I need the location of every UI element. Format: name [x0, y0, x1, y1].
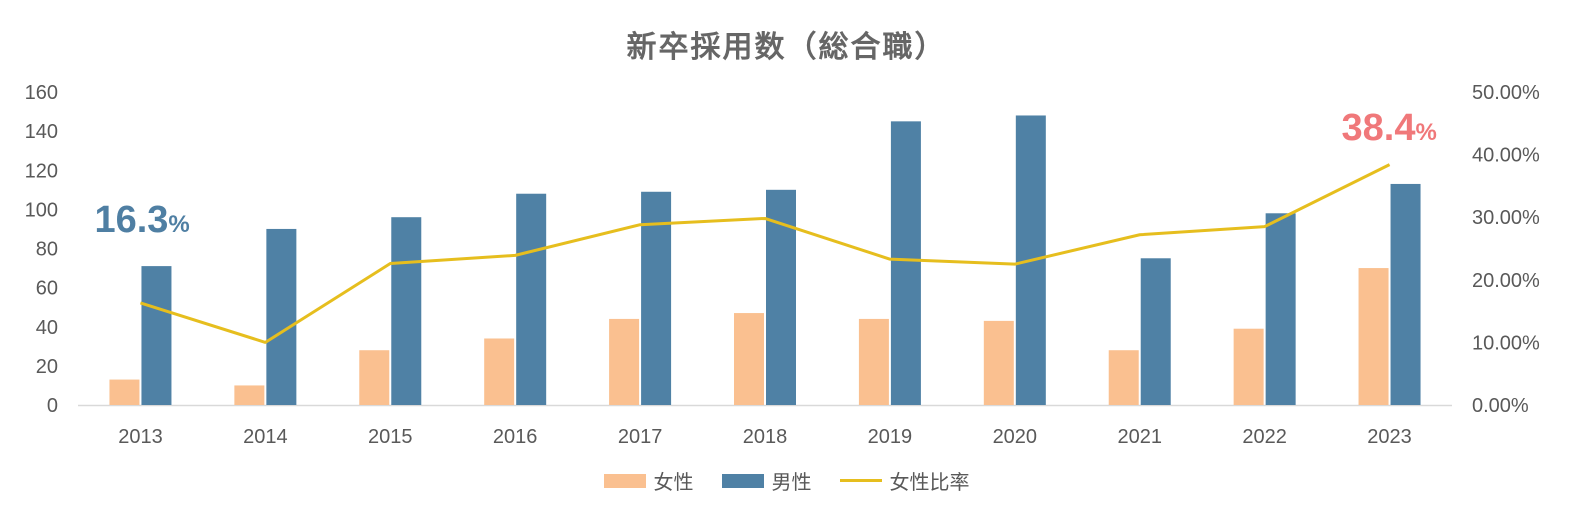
- bar-female-2014: [234, 385, 265, 405]
- bar-female-2022: [1233, 328, 1264, 405]
- y-right-tick-label: 0.00%: [1472, 395, 1529, 417]
- bar-female-2021: [1108, 350, 1139, 405]
- legend-label-male: 男性: [771, 470, 812, 494]
- legend: 女性 男性 女性比率: [0, 466, 1573, 495]
- callout-2013: 16.3%: [94, 199, 189, 242]
- y-right-tick-label: 10.00%: [1472, 332, 1540, 354]
- chart-title: 新卒採用数（総合職）: [626, 30, 947, 65]
- callout-2013-value: 16.3: [94, 198, 169, 241]
- x-tick-label: 2015: [368, 426, 413, 448]
- x-tick-label: 2019: [868, 426, 913, 448]
- y-right-tick-label: 20.00%: [1472, 270, 1540, 292]
- y-right-tick-label: 30.00%: [1472, 207, 1540, 229]
- bar-female-2016: [484, 338, 515, 405]
- x-tick-label: 2023: [1367, 426, 1412, 448]
- y-left-tick-label: 20: [36, 356, 58, 378]
- legend-label-female-ratio: 女性比率: [889, 470, 970, 494]
- callout-2023-unit: %: [1415, 118, 1437, 146]
- line-female-ratio: [140, 163, 1391, 344]
- bar-female-2018: [734, 313, 764, 405]
- bar-male-2015: [391, 217, 422, 405]
- bar-male-2017: [641, 191, 672, 405]
- bar-female-2023: [1358, 268, 1389, 405]
- bar-male-2023: [1390, 183, 1421, 405]
- y-right-tick-label: 40.00%: [1472, 145, 1540, 167]
- bar-female-2019: [858, 318, 889, 405]
- legend-swatch-female: [603, 473, 646, 488]
- bar-male-2016: [516, 193, 547, 405]
- bar-male-2022: [1265, 213, 1296, 405]
- y-left-tick-label: 40: [36, 317, 58, 339]
- x-tick-label: 2017: [618, 426, 663, 448]
- x-tick-label: 2018: [743, 426, 788, 448]
- x-tick-label: 2016: [493, 426, 538, 448]
- legend-item-female-ratio[interactable]: 女性比率: [839, 466, 970, 495]
- bar-male-2013: [141, 266, 172, 405]
- y-left-tick-label: 120: [25, 160, 58, 182]
- bar-female-2020: [983, 320, 1014, 405]
- y-left-tick-label: 80: [36, 239, 58, 261]
- legend-item-female[interactable]: 女性: [603, 466, 694, 495]
- x-tick-label: 2014: [243, 426, 288, 448]
- bar-male-2014: [266, 228, 297, 405]
- y-right-tick-label: 50.00%: [1472, 82, 1540, 104]
- bar-male-2019: [890, 121, 921, 405]
- legend-label-female: 女性: [653, 470, 694, 494]
- legend-item-male[interactable]: 男性: [721, 466, 812, 495]
- callout-2023: 38.4%: [1342, 107, 1437, 150]
- bar-male-2021: [1140, 258, 1171, 405]
- y-left-tick-label: 60: [36, 278, 58, 300]
- callout-2013-unit: %: [168, 210, 190, 238]
- y-left-tick-label: 100: [25, 199, 58, 221]
- x-tick-label: 2020: [993, 426, 1038, 448]
- bar-female-2015: [359, 350, 390, 405]
- y-left-tick-label: 140: [25, 121, 58, 143]
- y-left-tick-label: 160: [25, 82, 58, 104]
- x-tick-label: 2021: [1117, 426, 1162, 448]
- legend-swatch-female-ratio: [839, 479, 882, 482]
- callout-2023-value: 38.4: [1341, 106, 1416, 149]
- bar-female-2013: [109, 379, 140, 405]
- bar-female-2017: [609, 318, 640, 405]
- x-tick-label: 2022: [1242, 426, 1287, 448]
- legend-swatch-male: [721, 473, 764, 488]
- x-tick-label: 2013: [118, 426, 163, 448]
- y-left-tick-label: 0: [47, 395, 58, 417]
